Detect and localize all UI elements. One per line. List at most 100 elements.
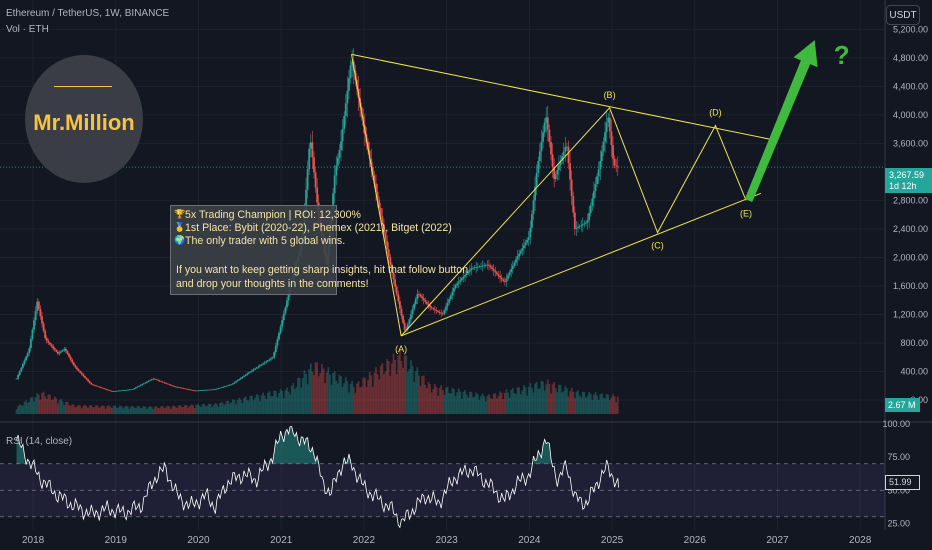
candle <box>599 160 602 170</box>
volume-bar <box>18 404 21 414</box>
candle <box>80 372 83 375</box>
volume-bar <box>414 371 417 414</box>
candle <box>540 141 543 152</box>
volume-bar <box>433 383 436 414</box>
wave-label-D: (D) <box>709 108 722 118</box>
candle <box>211 389 214 391</box>
candle <box>593 191 595 199</box>
volume-bar <box>360 386 363 414</box>
volume-bar <box>198 405 201 414</box>
candle <box>585 222 587 224</box>
volume-bar <box>475 392 478 414</box>
volume-bar <box>495 398 498 414</box>
candle <box>249 371 252 373</box>
candle <box>133 388 136 390</box>
volume-bar <box>255 394 258 414</box>
volume-bar <box>545 384 548 414</box>
candle <box>141 384 144 386</box>
volume-bar <box>243 397 245 414</box>
candle <box>212 389 215 391</box>
candle <box>478 266 481 268</box>
candle <box>511 265 514 269</box>
candle <box>465 273 468 275</box>
volume-bar <box>462 391 465 414</box>
rsi-tick-50.00: 50.00 <box>887 485 910 495</box>
candle <box>49 342 51 345</box>
candle <box>265 361 268 363</box>
candle <box>550 142 552 155</box>
candle <box>457 281 460 284</box>
candle <box>123 390 126 391</box>
volume-bar <box>25 400 27 414</box>
volume-bar <box>391 363 393 414</box>
candle <box>76 367 78 370</box>
volume-bar <box>581 391 584 414</box>
volume-bar <box>80 408 83 414</box>
candle <box>200 390 202 391</box>
volume-bar <box>516 387 519 414</box>
candle <box>260 364 263 366</box>
trendline-2 <box>400 192 762 337</box>
candle <box>338 149 341 158</box>
candle <box>518 253 521 257</box>
volume-bar <box>524 387 527 414</box>
candle <box>28 348 31 354</box>
rsi-overbought-fill <box>344 454 351 464</box>
volume-bar <box>400 360 403 414</box>
volume-bar <box>139 408 142 414</box>
candle <box>134 387 137 389</box>
candle <box>257 366 260 368</box>
candle <box>454 285 457 289</box>
candle <box>419 294 422 297</box>
volume-bar <box>263 395 266 414</box>
price-tick-800.00: 800.00 <box>900 338 928 348</box>
volume-bar <box>354 392 357 414</box>
volume-bar <box>402 367 404 414</box>
volume-bar <box>157 407 160 414</box>
volume-value-tag: 2.67 M <box>885 398 920 412</box>
volume-bar <box>599 394 602 414</box>
candle <box>259 365 261 367</box>
candle <box>42 323 45 331</box>
candle <box>507 275 509 279</box>
volume-bar <box>193 408 196 414</box>
candle <box>282 313 285 321</box>
volume-bar <box>111 408 113 414</box>
candle <box>155 379 158 381</box>
volume-bar <box>530 387 533 414</box>
volume-bar <box>236 400 239 414</box>
volume-bar <box>421 375 424 414</box>
candle <box>503 281 506 282</box>
candle <box>52 346 55 349</box>
volume-bar <box>324 383 327 414</box>
volume-bar <box>503 392 506 414</box>
volume-bar <box>166 405 169 414</box>
candle <box>263 362 266 364</box>
note-line-6: and drop your thoughts in the comments! <box>176 278 369 290</box>
volume-bar <box>293 389 296 414</box>
volume-bar <box>567 396 570 414</box>
candle <box>532 200 535 215</box>
candle <box>103 388 105 389</box>
currency-button[interactable]: USDT <box>886 5 920 25</box>
volume-bar <box>174 406 177 414</box>
candle <box>381 216 384 225</box>
volume-bar <box>101 405 104 414</box>
time-tick-2023: 2023 <box>436 535 459 546</box>
volume-bar <box>297 377 299 414</box>
volume-bar <box>558 384 560 414</box>
price-tick-1,600.00: 1,600.00 <box>893 281 928 291</box>
candle <box>495 272 498 275</box>
candle <box>572 196 575 213</box>
volume-bar <box>52 399 55 414</box>
candle <box>25 356 27 361</box>
candle <box>311 142 314 158</box>
candle <box>430 307 433 309</box>
price-tick-5,200.00: 5,200.00 <box>893 24 928 34</box>
candle <box>610 131 613 146</box>
candle <box>397 294 400 302</box>
candle <box>187 389 190 390</box>
rsi-overbought-fill <box>269 426 319 464</box>
volume-bar <box>405 355 408 414</box>
volume-bar <box>534 383 536 414</box>
